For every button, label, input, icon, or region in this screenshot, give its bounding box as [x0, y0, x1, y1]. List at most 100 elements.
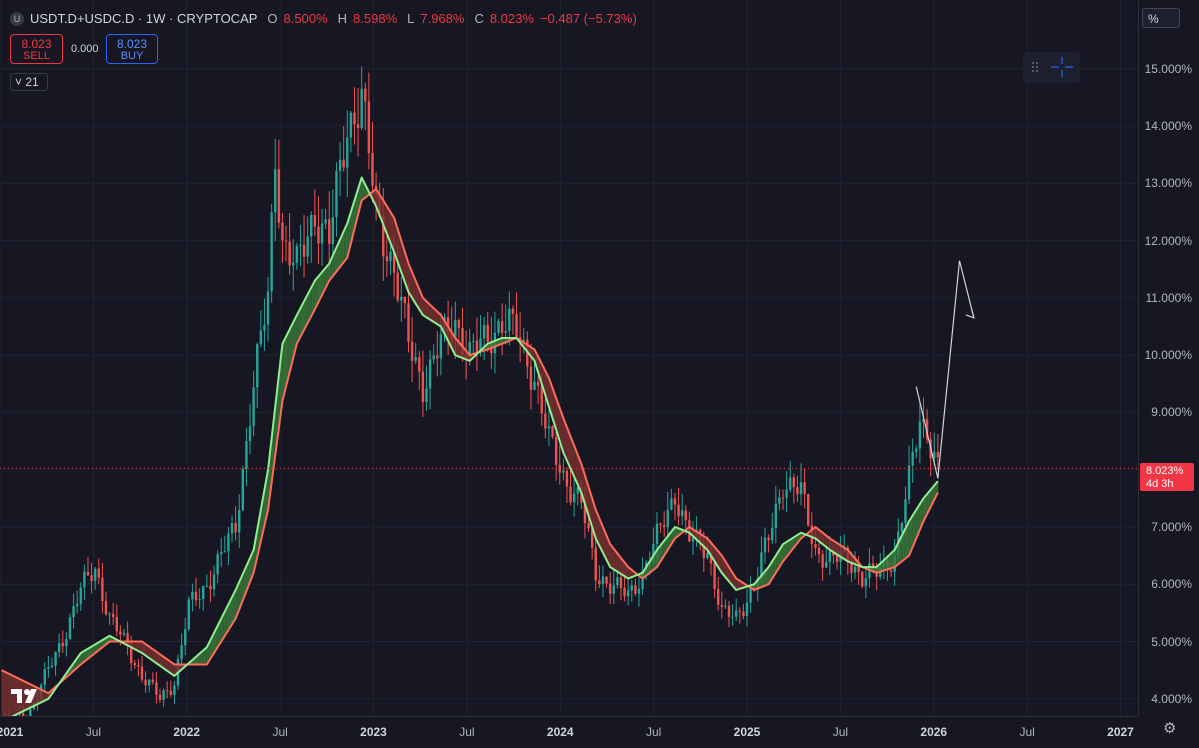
candle-body [356, 124, 360, 129]
ema-band-segment [546, 372, 548, 404]
ema-band-segment [313, 280, 315, 313]
ema-band-segment [435, 309, 437, 324]
ema-band-segment [331, 254, 334, 278]
ema-band-segment [421, 294, 423, 316]
candle-body [727, 605, 731, 617]
time-axis[interactable]: 2021 Jul 2022 Jul 2023 Jul 2024 Jul 2025 Jul 2026 J… [0, 716, 1138, 748]
ema-band-segment [37, 687, 39, 705]
candle-body [313, 215, 317, 227]
percent-scale-toggle[interactable]: % [1142, 8, 1180, 28]
candle-body [475, 340, 479, 353]
candle-body [900, 523, 904, 532]
candle-body [371, 153, 374, 186]
ema-band-segment [547, 376, 550, 409]
ema-band-segment [813, 527, 815, 539]
ema-slow-line [1, 188, 939, 695]
candle-body [392, 251, 396, 273]
ema-band-segment [830, 538, 832, 552]
candle-body [227, 533, 230, 552]
settings-gear-icon[interactable]: ⚙ [1163, 720, 1177, 737]
ema-band-segment [378, 192, 380, 216]
candle-body [126, 633, 129, 647]
ema-band-segment [450, 330, 453, 349]
indicator-toggle[interactable]: ˅ 21 [10, 73, 48, 91]
ema-band-segment [921, 499, 923, 527]
time-tick-label: Jul [645, 725, 662, 739]
ema-band-segment [676, 527, 678, 538]
ema-lines [1, 176, 939, 716]
ema-band-segment [895, 545, 897, 567]
ema-band-segment [304, 298, 306, 330]
ema-band-segment [600, 520, 602, 551]
ema-band-segment [7, 673, 10, 716]
ema-band-segment [560, 409, 562, 448]
buy-button[interactable]: 8.023 BUY [106, 34, 158, 64]
drawing-tool-widget[interactable] [1023, 52, 1080, 83]
candle-body [389, 251, 392, 262]
candle-body [72, 606, 75, 618]
projection-arrowhead [965, 309, 975, 319]
ema-band-segment [399, 235, 402, 273]
candle-body [50, 665, 54, 668]
candle-body [407, 303, 410, 342]
ema-band-segment [612, 547, 615, 570]
time-tick-label: 2022 [173, 725, 201, 739]
symbol-legend[interactable]: U USDT.D+USDC.D · 1W · CRYPTOCAP O 8.500%… [10, 11, 637, 26]
candle-body [403, 296, 407, 304]
candle-body [270, 212, 273, 292]
ema-band-segment [913, 511, 916, 545]
ema-band-segment [87, 647, 90, 659]
candle-body [194, 591, 198, 601]
ema-band-segment [333, 250, 335, 276]
ema-band-segment [705, 537, 707, 550]
ema-band-segment [709, 541, 712, 557]
ema-band-segment [841, 545, 843, 559]
ema-band-segment [351, 203, 354, 240]
ema-band-segment [663, 539, 666, 557]
ema-band-segment [730, 568, 732, 585]
candle-body [277, 169, 281, 223]
ema-band-segment [926, 493, 928, 517]
symbol-title[interactable]: USDT.D+USDC.D · 1W · CRYPTOCAP [30, 11, 258, 26]
price-axis[interactable]: 4.000%5.000%6.000%7.000%8.000%9.000%10.0… [1138, 0, 1199, 716]
candle-body [792, 477, 796, 488]
ema-band-segment [84, 649, 87, 662]
candle-body [360, 88, 363, 129]
candle-body [468, 341, 471, 358]
ema-band-segment [13, 676, 16, 716]
ema-band-segment [396, 225, 399, 264]
ema-band-segment [217, 622, 220, 648]
plot-area[interactable]: U USDT.D+USDC.D · 1W · CRYPTOCAP O 8.500%… [0, 0, 1138, 716]
ema-band-segment [628, 567, 630, 579]
ema-band-segment [404, 250, 406, 285]
ema-band-segment [892, 550, 894, 568]
ema-band-segment [4, 671, 7, 716]
sell-button[interactable]: 8.023 SELL [10, 34, 63, 64]
ema-band-segment [427, 302, 430, 319]
ema-band-segment [308, 289, 311, 322]
candle-body [234, 523, 237, 533]
bar-countdown: 4d 3h [1146, 478, 1174, 490]
ema-band-segment [722, 556, 724, 576]
candle-body [716, 588, 720, 605]
candle-body [904, 499, 907, 524]
ema-fast-line [10, 176, 939, 716]
candle-body [767, 537, 770, 541]
symbol-logo-icon: U [10, 11, 24, 26]
ema-band-segment [12, 675, 14, 716]
ema-band-segment [703, 536, 706, 548]
candle-body [169, 690, 173, 695]
ema-band-segment [736, 578, 738, 590]
last-price-value: 8.023% [1146, 465, 1184, 477]
ema-band-segment [137, 641, 139, 652]
ema-band-segment [361, 179, 363, 203]
time-tick-label: 2027 [1107, 725, 1134, 739]
ema-band-segment [430, 305, 433, 321]
ema-band-segment [833, 540, 835, 554]
ema-band-segment [419, 290, 422, 313]
ema-band-segment [493, 340, 496, 347]
candle-body [184, 629, 187, 646]
ema-band-segment [132, 641, 135, 649]
close-value: 8.023% [489, 11, 534, 26]
candle-body [122, 633, 126, 635]
